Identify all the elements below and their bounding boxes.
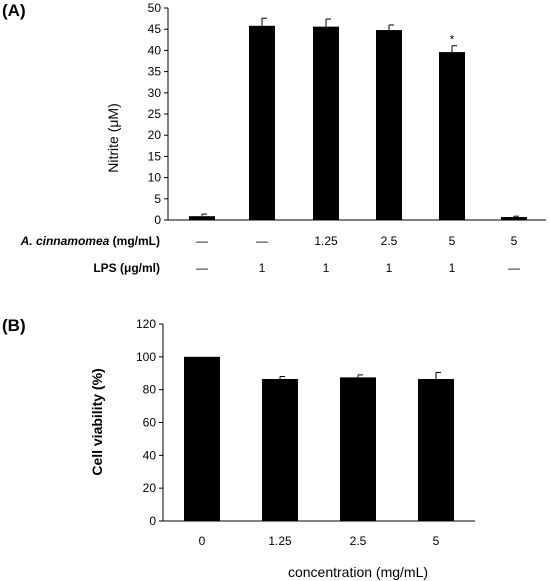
y-tick-label: 15 [148,149,162,163]
y-tick-label: 60 [143,416,157,430]
bar [249,25,275,221]
y-tick-label: 45 [148,22,162,36]
x-tick-label: 2.5 [350,534,367,548]
condition-cell: — [508,261,520,275]
panel-a-label: (A) [2,1,26,20]
panel-a-bars: * [189,17,527,221]
bar [418,378,454,521]
bar [439,52,465,220]
condition-cell: 2.5 [381,234,398,248]
condition-cell: 1 [386,261,393,275]
condition-label-cinnamomea: A. cinnamomea (mg/mL) [20,234,160,248]
y-tick-label: 5 [154,192,161,206]
panel-a-y-ticks: 0 5 10 15 20 25 30 35 40 45 50 [148,1,168,227]
condition-cell: — [196,261,208,275]
panel-b-label: (B) [2,316,26,335]
condition-label-lps: LPS (μg/ml) [93,261,160,275]
y-tick-label: 20 [148,128,162,142]
bar [501,217,527,220]
y-tick-label: 120 [136,317,156,331]
panel-b-x-ticks: 0 1.25 2.5 5 [199,534,440,548]
y-tick-label: 40 [143,448,157,462]
y-tick-label: 40 [148,43,162,57]
condition-cell: 5 [511,234,518,248]
panel-b-y-axis-label: Cell viability (%) [89,368,105,475]
panel-a-condition-table: A. cinnamomea (mg/mL) LPS (μg/ml) — — 1.25… [20,234,520,275]
y-tick-label: 35 [148,65,162,79]
bar [340,377,376,521]
y-tick-label: 20 [143,481,157,495]
panel-b-y-ticks: 0 20 40 60 80 100 120 [136,317,163,528]
panel-a-y-axis-label: Nitrite (μM) [105,103,121,173]
bar [376,30,402,220]
condition-label-cinnamomea-unit: (mg/mL) [109,234,160,248]
condition-cell: 5 [449,234,456,248]
panel-a-axes [167,8,546,221]
condition-cell: 1 [323,261,330,275]
condition-label-cinnamomea-italic: A. cinnamomea [20,234,110,248]
condition-cell: 1.25 [314,234,338,248]
bar [184,356,220,521]
y-tick-label: 0 [154,213,161,227]
y-tick-label: 0 [149,514,156,528]
condition-cell: 1 [449,261,456,275]
panel-b-bars [184,356,454,521]
x-tick-label: 5 [433,534,440,548]
y-tick-label: 10 [148,171,162,185]
condition-cell: — [196,234,208,248]
y-tick-label: 100 [136,350,156,364]
panel-b: (B) Cell viability (%) concentration (mg… [2,316,475,580]
x-tick-label: 1.25 [268,534,292,548]
x-tick-label: 0 [199,534,206,548]
y-tick-label: 30 [148,86,162,100]
y-tick-label: 50 [148,1,162,15]
bar [313,26,339,220]
y-tick-label: 80 [143,383,157,397]
panel-b-x-axis-label: concentration (mg/mL) [288,564,428,580]
bar [262,378,298,521]
y-tick-label: 25 [148,107,162,121]
bar [189,216,215,220]
significance-marker: * [450,33,455,47]
condition-cell: 1 [259,261,266,275]
condition-cell: — [256,234,268,248]
